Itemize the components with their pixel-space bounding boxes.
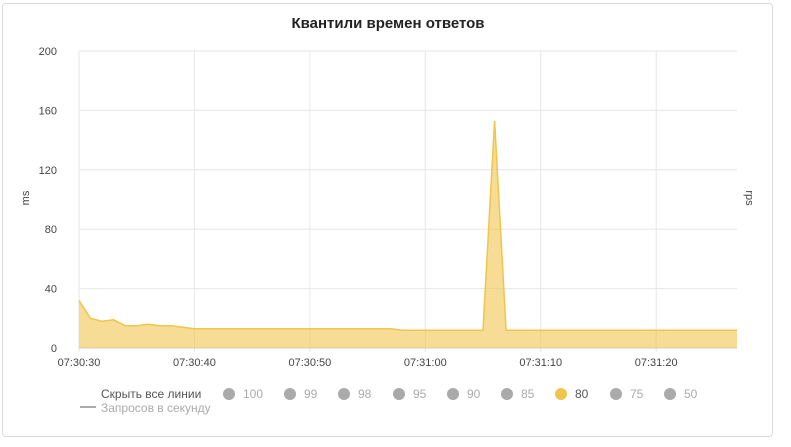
legend-dot-icon [664, 388, 676, 400]
x-tick-label: 07:31:10 [519, 357, 562, 369]
legend-item-label: 80 [575, 387, 589, 401]
y-axis-ticks: 0 40 80 120 160 200 [39, 46, 57, 355]
x-tick-label: 07:31:20 [635, 357, 678, 369]
y-tick-label: 0 [51, 343, 57, 355]
legend-item-85[interactable]: 85 [501, 386, 534, 402]
legend-item-50[interactable]: 50 [664, 386, 697, 402]
x-axis-ticks: 07:30:30 07:30:40 07:30:50 07:31:00 07:31:10… [58, 357, 678, 369]
legend-dot-icon [447, 388, 459, 400]
line-symbol-icon [80, 406, 96, 408]
y-tick-label: 80 [45, 224, 57, 236]
legend-item-label: 85 [521, 387, 535, 401]
legend-item-label: 98 [358, 387, 372, 401]
y-tick-label: 200 [39, 46, 57, 58]
legend-rps-label: Запросов в секунду [101, 401, 211, 415]
legend-item-label: 99 [304, 387, 318, 401]
hide-all-lines-button[interactable]: Скрыть все линии [101, 387, 202, 401]
legend-item-90[interactable]: 90 [447, 386, 480, 402]
legend-item-80[interactable]: 80 [555, 386, 588, 402]
y-tick-label: 120 [39, 165, 57, 177]
legend-dot-icon [284, 388, 296, 400]
series-area-fill [79, 120, 737, 348]
legend-dot-icon [223, 388, 235, 400]
legend-item-label: 50 [684, 387, 698, 401]
y-axis-right-title: rps [743, 190, 755, 206]
x-tick-label: 07:31:00 [404, 357, 447, 369]
legend-item-label: 100 [243, 387, 264, 401]
x-tick-label: 07:30:40 [173, 357, 216, 369]
x-tick-label: 07:30:50 [288, 357, 331, 369]
series-line [78, 120, 737, 331]
y-tick-label: 40 [45, 284, 57, 296]
y-axis-title: ms [20, 190, 32, 205]
legend-item-label: 75 [630, 387, 644, 401]
legend-item-95[interactable]: 95 [393, 386, 426, 402]
grid-lines [78, 50, 737, 352]
legend-item-99[interactable]: 99 [284, 386, 317, 402]
legend-item-98[interactable]: 98 [338, 386, 371, 402]
chart-title: Квантили времен ответов [291, 15, 484, 32]
chart-panel [2, 3, 773, 437]
legend-item-label: 90 [467, 387, 481, 401]
legend-dot-icon [393, 388, 405, 400]
legend-dot-icon [610, 388, 622, 400]
legend: Скрыть все линии 100 99 98 95 90 85 80 75 50 [101, 386, 751, 406]
legend-item-100[interactable]: 100 [223, 386, 263, 402]
legend-item-label: 95 [413, 387, 427, 401]
legend-item-75[interactable]: 75 [610, 386, 643, 402]
legend-dot-icon [338, 388, 350, 400]
legend-dot-icon [501, 388, 513, 400]
x-tick-label: 07:30:30 [58, 357, 101, 369]
series-80-area [78, 120, 737, 348]
y-tick-label: 160 [39, 105, 57, 117]
legend-dot-icon [555, 388, 567, 400]
legend-rps-item[interactable]: Запросов в секунду [80, 400, 211, 416]
